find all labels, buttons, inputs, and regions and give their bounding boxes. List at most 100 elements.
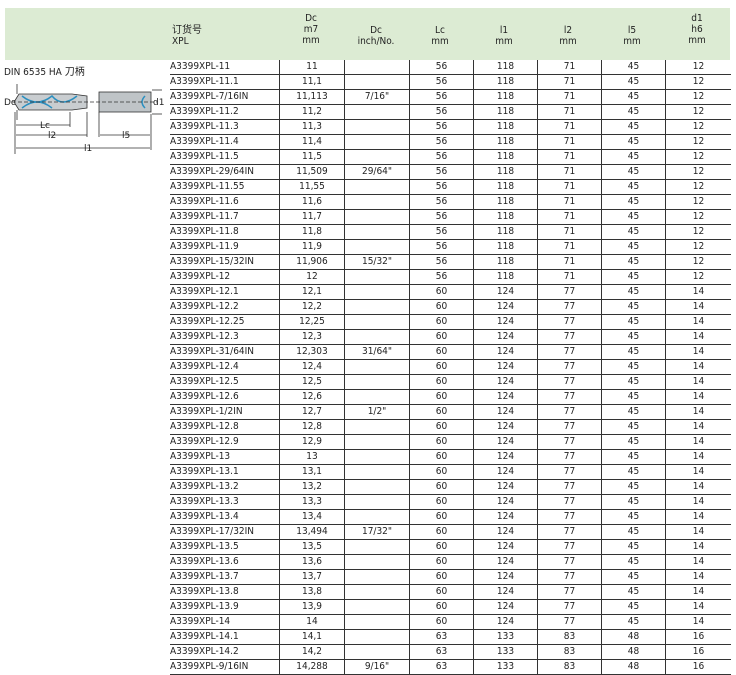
table-cell: 124 — [473, 539, 538, 555]
table-cell — [344, 104, 410, 120]
table-cell: A3399XPL-12.3 — [170, 329, 280, 345]
table-cell: 133 — [473, 659, 538, 675]
table-cell — [344, 464, 410, 480]
table-cell: 71 — [537, 269, 602, 285]
table-row: A3399XPL-13 13 60 124 77 45 14 — [170, 449, 731, 465]
table-cell: 77 — [537, 479, 602, 495]
column-header-line: Dc — [370, 25, 382, 36]
table-cell: 45 — [601, 284, 666, 300]
table-cell — [344, 269, 410, 285]
table-cell: 14 — [665, 329, 731, 345]
table-cell: 14 — [665, 509, 731, 525]
table-cell: A3399XPL-13.3 — [170, 494, 280, 510]
table-cell: 45 — [601, 554, 666, 570]
table-cell: 60 — [409, 344, 474, 360]
table-cell: 60 — [409, 284, 474, 300]
table-cell: 56 — [409, 194, 474, 210]
table-cell: 63 — [409, 644, 474, 660]
table-cell: 60 — [409, 464, 474, 480]
table-cell — [344, 539, 410, 555]
table-cell — [344, 494, 410, 510]
table-row: A3399XPL-13.6 13,6 60 124 77 45 14 — [170, 554, 731, 570]
table-cell — [344, 179, 410, 195]
column-header-line: h6 — [691, 24, 703, 35]
table-cell: 12,1 — [279, 284, 345, 300]
table-cell: 118 — [473, 119, 538, 135]
table-cell: 77 — [537, 569, 602, 585]
table-cell: 45 — [601, 389, 666, 405]
table-row: A3399XPL-11.8 11,8 56 118 71 45 12 — [170, 224, 731, 240]
table-cell — [344, 374, 410, 390]
table-cell: 12 — [665, 74, 731, 90]
table-cell: 71 — [537, 224, 602, 240]
table-cell: 14 — [665, 284, 731, 300]
shank-title: DIN 6535 HA 刀柄 — [4, 67, 85, 78]
table-cell: 118 — [473, 134, 538, 150]
table-cell: 48 — [601, 644, 666, 660]
table-cell: 48 — [601, 629, 666, 645]
table-cell: 77 — [537, 299, 602, 315]
table-cell: 14 — [665, 539, 731, 555]
table-cell: 56 — [409, 269, 474, 285]
column-header: l2 mm — [533, 25, 603, 47]
table-cell: 56 — [409, 89, 474, 105]
table-row: A3399XPL-14.1 14,1 63 133 83 48 16 — [170, 629, 731, 645]
table-row: A3399XPL-12.8 12,8 60 124 77 45 14 — [170, 419, 731, 435]
table-cell: A3399XPL-11.6 — [170, 194, 280, 210]
table-cell: 12,6 — [279, 389, 345, 405]
table-cell: 56 — [409, 239, 474, 255]
table-cell — [344, 419, 410, 435]
table-row: A3399XPL-12.3 12,3 60 124 77 45 14 — [170, 329, 731, 345]
table-cell: 13,8 — [279, 584, 345, 600]
table-cell: 12 — [665, 254, 731, 270]
column-header-line: XPL — [172, 36, 189, 47]
table-cell: 124 — [473, 599, 538, 615]
table-cell: 133 — [473, 629, 538, 645]
table-cell: 14 — [665, 569, 731, 585]
table-cell: 77 — [537, 434, 602, 450]
table-cell: 77 — [537, 614, 602, 630]
table-cell — [344, 599, 410, 615]
column-header-line: Dc — [305, 13, 317, 24]
table-cell: 12 — [665, 164, 731, 180]
table-cell — [344, 479, 410, 495]
table-cell — [344, 239, 410, 255]
table-row: A3399XPL-13.4 13,4 60 124 77 45 14 — [170, 509, 731, 525]
table-row: A3399XPL-12.4 12,4 60 124 77 45 14 — [170, 359, 731, 375]
table-cell: 60 — [409, 614, 474, 630]
column-header-line: mm — [495, 36, 513, 47]
table-cell: 15/32" — [344, 254, 410, 270]
table-cell: A3399XPL-11 — [170, 60, 280, 75]
table-row: A3399XPL-14 14 60 124 77 45 14 — [170, 614, 731, 630]
column-header-line: mm — [559, 36, 577, 47]
table-cell: 45 — [601, 239, 666, 255]
table-cell: 13,3 — [279, 494, 345, 510]
column-header: Lc mm — [405, 25, 475, 47]
table-cell: 45 — [601, 104, 666, 120]
column-header: Dc inch/No. — [341, 25, 411, 47]
table-row: A3399XPL-12.1 12,1 60 124 77 45 14 — [170, 284, 731, 300]
table-cell: 14 — [665, 359, 731, 375]
table-cell: 60 — [409, 299, 474, 315]
table-cell: 14 — [665, 479, 731, 495]
table-cell: 118 — [473, 224, 538, 240]
table-row: A3399XPL-11.4 11,4 56 118 71 45 12 — [170, 134, 731, 150]
table-cell: A3399XPL-14 — [170, 614, 280, 630]
table-cell: 12 — [665, 60, 731, 75]
column-header-line: m7 — [303, 24, 319, 35]
table-cell: 60 — [409, 404, 474, 420]
table-cell: A3399XPL-9/16IN — [170, 659, 280, 675]
table-cell: 60 — [409, 479, 474, 495]
table-cell: 14 — [665, 404, 731, 420]
table-row: A3399XPL-11.2 11,2 56 118 71 45 12 — [170, 104, 731, 120]
table-cell: 13,7 — [279, 569, 345, 585]
table-cell — [344, 554, 410, 570]
table-cell: 60 — [409, 419, 474, 435]
table-cell: 45 — [601, 419, 666, 435]
table-cell: 60 — [409, 569, 474, 585]
table-cell: 16 — [665, 644, 731, 660]
table-cell: 14 — [665, 554, 731, 570]
table-cell: 11,4 — [279, 134, 345, 150]
table-cell: 45 — [601, 254, 666, 270]
table-cell: 45 — [601, 119, 666, 135]
